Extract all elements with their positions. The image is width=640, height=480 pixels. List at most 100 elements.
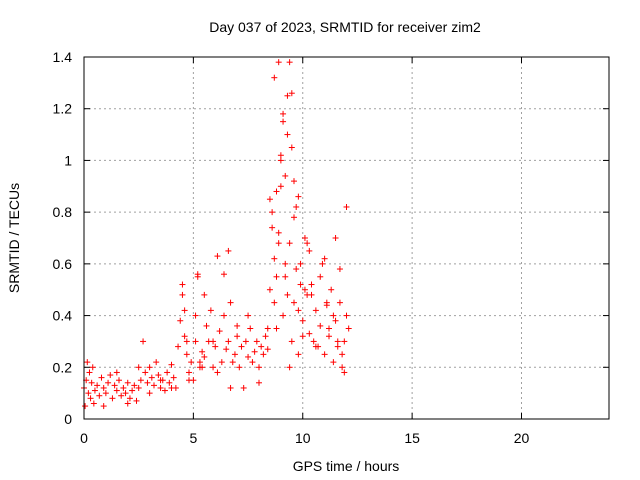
data-point [288,90,295,97]
data-point [157,384,164,391]
data-point [181,307,188,314]
data-point [249,359,256,366]
data-point [284,92,291,99]
data-point [168,361,175,368]
data-point [273,273,280,280]
data-point [175,343,182,350]
data-point [332,317,339,324]
data-point [288,144,295,151]
data-point [201,353,208,360]
data-point [126,395,133,402]
y-tick-label: 1.4 [53,49,73,65]
data-point [310,338,317,345]
plot-frame [83,56,610,420]
data-point [179,281,186,288]
data-points [81,59,352,410]
data-point [291,299,297,306]
y-tick-label: 1 [64,152,72,168]
data-point [231,351,238,358]
data-point [113,387,120,394]
data-point [129,387,136,394]
data-point [90,400,97,407]
data-point [264,325,271,332]
data-point [275,59,282,66]
data-point [199,348,206,355]
data-point [321,351,328,358]
data-point [256,379,262,386]
data-point [336,299,343,306]
data-point [306,330,313,337]
data-point [86,369,93,376]
data-point [277,152,284,159]
data-point [179,291,186,298]
data-point [312,307,319,314]
y-tick-label: 1.2 [53,101,73,117]
data-point [170,374,177,381]
data-point [192,312,199,319]
data-point [299,317,306,324]
data-point [166,379,173,386]
data-point [120,384,127,391]
data-point [137,377,144,384]
data-point [157,377,164,384]
data-point [100,384,107,391]
data-point [201,291,208,298]
data-point [88,379,95,386]
data-point [107,372,114,379]
data-point [210,364,217,371]
x-tick-label: 5 [189,430,197,446]
data-point [269,209,276,216]
data-point [317,322,324,329]
data-point [286,364,293,371]
data-point [345,325,352,332]
data-point [98,374,105,381]
data-point [221,312,227,319]
data-point [89,364,96,371]
data-point [223,346,230,353]
data-point [293,266,300,273]
data-point [282,260,289,267]
data-point [194,271,201,278]
data-point [266,196,273,203]
data-point [295,307,302,314]
data-point [113,369,120,376]
data-point [339,364,346,371]
x-axis-title: GPS time / hours [293,458,400,474]
data-point [334,338,341,345]
data-point [319,260,326,267]
data-point [301,286,308,293]
data-point [328,286,335,293]
data-point [91,387,98,394]
data-point [301,235,308,241]
data-point [144,379,151,386]
data-point [277,157,284,164]
data-point [135,384,142,391]
data-point [183,351,190,358]
grid-lines [84,57,609,419]
data-point [343,312,350,319]
data-point [321,255,328,262]
data-point [199,364,206,371]
data-point [212,343,219,350]
data-point [288,338,295,345]
y-tick-label: 0.8 [53,204,73,220]
data-point [280,312,287,319]
data-point [240,384,247,391]
data-point [284,131,291,138]
data-point [273,325,280,332]
data-point [280,118,287,125]
data-point [284,291,291,298]
data-point [133,397,140,404]
data-point [282,172,289,179]
data-point [326,325,332,332]
data-point [341,338,348,345]
data-point [308,291,315,298]
data-point [168,384,175,391]
data-point [330,312,337,319]
data-point [82,403,89,410]
y-tick-label: 0.2 [53,359,73,375]
data-point [122,390,129,397]
data-point [264,346,271,353]
